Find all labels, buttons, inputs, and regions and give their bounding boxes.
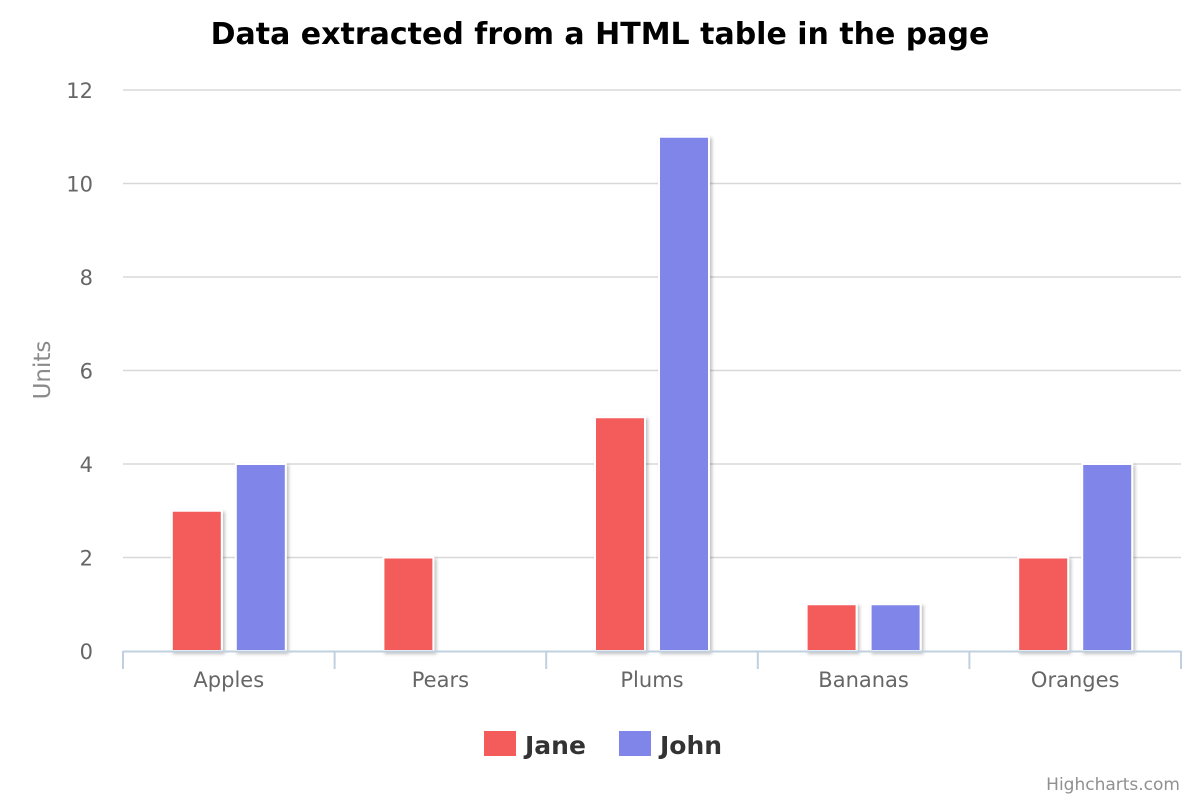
legend-label: John bbox=[658, 731, 722, 760]
bar-john-oranges[interactable] bbox=[1081, 463, 1134, 652]
y-tick-label: 2 bbox=[80, 547, 93, 571]
x-tick-label: Pears bbox=[412, 668, 469, 692]
bar-jane-apples[interactable] bbox=[170, 509, 223, 652]
legend: Jane John bbox=[484, 731, 722, 760]
legend-swatch bbox=[619, 731, 651, 756]
grid-lines bbox=[123, 89, 1181, 559]
x-tick-label: Oranges bbox=[1031, 668, 1120, 692]
legend-item-jane[interactable]: Jane bbox=[484, 731, 586, 760]
y-tick-label: 12 bbox=[66, 79, 93, 103]
x-tick-label: Bananas bbox=[818, 668, 909, 692]
legend-item-john[interactable]: John bbox=[619, 731, 722, 760]
bar-john-plums[interactable] bbox=[658, 135, 710, 652]
bar-john-bananas[interactable] bbox=[869, 603, 922, 652]
chart-title: Data extracted from a HTML table in the … bbox=[211, 17, 990, 52]
x-tick-label: Apples bbox=[193, 668, 264, 692]
legend-label: Jane bbox=[523, 731, 586, 760]
bars bbox=[170, 135, 1134, 652]
bar-john-apples[interactable] bbox=[234, 463, 287, 652]
y-tick-label: 0 bbox=[80, 640, 93, 664]
y-axis-title: Units bbox=[30, 341, 56, 400]
x-axis: Apples Pears Plums Bananas Oranges bbox=[122, 650, 1182, 692]
y-tick-label: 6 bbox=[80, 360, 93, 384]
y-tick-label: 8 bbox=[80, 266, 93, 290]
bar-jane-plums[interactable] bbox=[594, 416, 646, 652]
y-axis-labels: 0 2 4 6 8 10 12 bbox=[66, 79, 93, 664]
legend-swatch bbox=[484, 731, 516, 756]
x-tick-label: Plums bbox=[620, 668, 683, 692]
y-tick-label: 10 bbox=[66, 173, 93, 197]
credits-link[interactable]: Highcharts.com bbox=[1046, 775, 1180, 795]
bar-jane-bananas[interactable] bbox=[805, 603, 858, 652]
y-tick-label: 4 bbox=[80, 453, 93, 477]
bar-jane-pears[interactable] bbox=[382, 556, 435, 652]
bar-jane-oranges[interactable] bbox=[1017, 556, 1070, 652]
